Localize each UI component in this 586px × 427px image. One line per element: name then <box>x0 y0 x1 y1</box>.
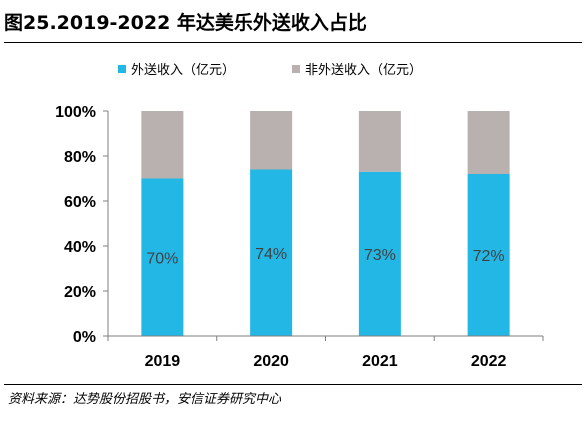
y-axis: 0% 20% 40% 60% 80% 100% <box>55 104 109 346</box>
bar-2021-series-2 <box>358 111 401 172</box>
x-tick-label: 2021 <box>362 353 398 370</box>
title-underline <box>4 42 582 43</box>
bars: 70% 74% 73% 72% <box>141 111 510 336</box>
legend-label-2: 非外送收入（亿元） <box>305 63 422 78</box>
bar-2019-series-2 <box>141 111 184 179</box>
legend: 外送收入（亿元） 非外送收入（亿元） <box>118 63 422 78</box>
bar-2019-series-1 <box>141 178 184 336</box>
bar-2022-series-1 <box>467 174 510 336</box>
bar-2022-series-2 <box>467 111 510 174</box>
source-note: 资料来源：达势股份招股书，安信证券研究中心 <box>8 392 282 407</box>
data-label-2020: 74% <box>255 246 287 263</box>
source-rule <box>4 384 582 385</box>
bar-2020-series-2 <box>250 111 293 170</box>
chart-title: 图25.2019-2022 年达美乐外送收入占比 <box>4 12 367 34</box>
data-label-2019: 70% <box>146 250 178 267</box>
x-tick-label: 2019 <box>145 353 181 370</box>
legend-swatch-1 <box>118 65 126 73</box>
data-label-2021: 73% <box>364 247 396 264</box>
legend-label-1: 外送收入（亿元） <box>131 63 235 78</box>
bar-2020-series-1 <box>250 169 293 336</box>
bar-2021-series-1 <box>358 171 401 336</box>
y-tick-label: 0% <box>73 329 96 346</box>
y-tick-label: 60% <box>64 194 96 211</box>
legend-swatch-2 <box>292 65 300 73</box>
y-tick-label: 100% <box>55 104 96 121</box>
data-label-2022: 72% <box>473 248 505 265</box>
x-tick-label: 2022 <box>471 353 507 370</box>
y-tick-label: 20% <box>64 284 96 301</box>
y-tick-label: 80% <box>64 149 96 166</box>
x-axis: 2019 2020 2021 2022 <box>107 335 544 370</box>
x-tick-label: 2020 <box>253 353 289 370</box>
y-tick-label: 40% <box>64 239 96 256</box>
